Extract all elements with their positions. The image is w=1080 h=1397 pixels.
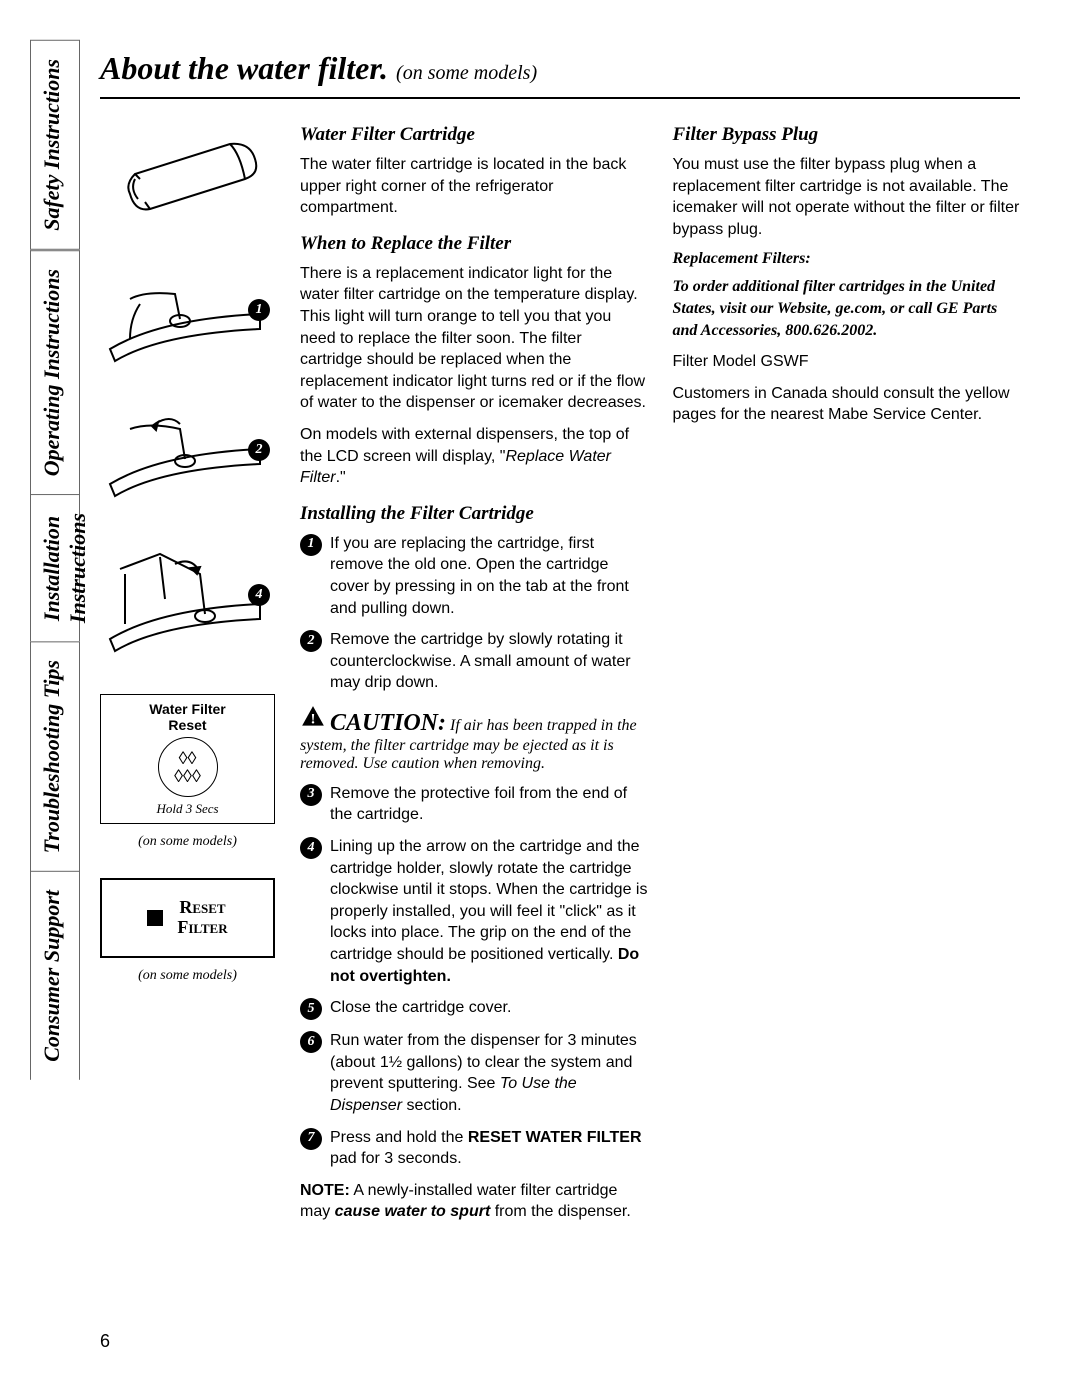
- illust-step4: 4: [100, 539, 275, 664]
- illust-step1: 1: [100, 269, 275, 374]
- p-canada: Customers in Canada should consult the y…: [673, 383, 1021, 426]
- h-replacement: Replacement Filters:: [673, 250, 1021, 268]
- reset-title-l1: Water Filter: [107, 701, 268, 717]
- p-replace-2: On models with external dispensers, the …: [300, 424, 648, 489]
- nd: from the dispenser.: [490, 1203, 631, 1220]
- tab-safety: Safety Instructions: [30, 40, 80, 250]
- title-main: About the water filter.: [100, 50, 388, 86]
- rf-l2: Filter: [177, 918, 227, 938]
- st2: Remove the cartridge by slowly rotating …: [330, 629, 648, 694]
- bubble-2: 2: [248, 439, 270, 461]
- st7: Press and hold the RESET WATER FILTER pa…: [330, 1127, 648, 1170]
- rf-l1: Reset: [177, 898, 227, 918]
- caution-word: CAUTION:: [330, 710, 446, 736]
- square-icon: [147, 910, 163, 926]
- caution-block: ! CAUTION: If air has been trapped in th…: [300, 704, 648, 773]
- illustration-column: 1 2: [100, 124, 275, 1233]
- middle-column: Water Filter Cartridge The water filter …: [300, 124, 648, 1233]
- s7a: Press and hold the: [330, 1129, 468, 1146]
- reset-indicator-box: Water Filter Reset ◊◊◊◊◊ Hold 3 Secs: [100, 694, 275, 824]
- p-cartridge: The water filter cartridge is located in…: [300, 154, 648, 219]
- step-5: 5 Close the cartridge cover.: [300, 997, 648, 1020]
- reset-filter-box: Reset Filter: [100, 878, 275, 958]
- s7b: RESET WATER FILTER: [468, 1129, 642, 1146]
- sn5: 5: [300, 998, 322, 1020]
- page-title: About the water filter. (on some models): [100, 50, 1020, 99]
- right-column: Filter Bypass Plug You must use the filt…: [673, 124, 1021, 1233]
- st3: Remove the protective foil from the end …: [330, 783, 648, 826]
- p-bypass: You must use the filter bypass plug when…: [673, 154, 1021, 240]
- na: NOTE:: [300, 1182, 350, 1199]
- illust-cartridge: [100, 124, 275, 239]
- svg-text:!: !: [310, 710, 315, 727]
- s6c: section.: [402, 1097, 462, 1114]
- side-tabs: Safety Instructions Operating Instructio…: [30, 40, 80, 1080]
- tab-consumer: Consumer Support: [30, 871, 80, 1080]
- warning-triangle-icon: !: [300, 704, 326, 730]
- reset-filter-text: Reset Filter: [177, 898, 227, 938]
- hold-label: Hold 3 Secs: [107, 801, 268, 817]
- step-6: 6 Run water from the dispenser for 3 min…: [300, 1030, 648, 1116]
- step-2: 2 Remove the cartridge by slowly rotatin…: [300, 629, 648, 694]
- tab-install-l1: Installation: [39, 513, 65, 623]
- page-number: 6: [100, 1331, 110, 1352]
- tab-troubleshooting: Troubleshooting Tips: [30, 641, 80, 871]
- sn6: 6: [300, 1031, 322, 1053]
- bubble-1: 1: [248, 299, 270, 321]
- st1: If you are replacing the cartridge, firs…: [330, 533, 648, 619]
- sn3: 3: [300, 784, 322, 806]
- step-4: 4 Lining up the arrow on the cartridge a…: [300, 836, 648, 987]
- models-note-1: (on some models): [100, 834, 275, 850]
- p-model: Filter Model GSWF: [673, 351, 1021, 373]
- tab-installation: Installation Instructions: [30, 494, 80, 641]
- bubble-4: 4: [248, 584, 270, 606]
- tab-operating: Operating Instructions: [30, 250, 80, 494]
- step-3: 3 Remove the protective foil from the en…: [300, 783, 648, 826]
- p-order: To order additional filter cartridges in…: [673, 276, 1021, 341]
- sn1: 1: [300, 534, 322, 556]
- p3c: .": [336, 469, 346, 486]
- h-cartridge: Water Filter Cartridge: [300, 124, 648, 146]
- p-replace-1: There is a replacement indicator light f…: [300, 263, 648, 414]
- s7c: pad for 3 seconds.: [330, 1150, 462, 1167]
- content: 1 2: [100, 124, 1020, 1233]
- title-sub: (on some models): [396, 62, 537, 84]
- nc: cause water to spurt: [335, 1203, 491, 1220]
- note-paragraph: NOTE: A newly-installed water filter car…: [300, 1180, 648, 1223]
- sn7: 7: [300, 1128, 322, 1150]
- illust-step2: 2: [100, 404, 275, 509]
- st6: Run water from the dispenser for 3 minut…: [330, 1030, 648, 1116]
- tab-install-l2: Instructions: [65, 513, 91, 623]
- models-note-2: (on some models): [100, 968, 275, 984]
- st5: Close the cartridge cover.: [330, 997, 648, 1020]
- sn2: 2: [300, 630, 322, 652]
- h-bypass: Filter Bypass Plug: [673, 124, 1021, 146]
- step-1: 1 If you are replacing the cartridge, fi…: [300, 533, 648, 619]
- st4: Lining up the arrow on the cartridge and…: [330, 836, 648, 987]
- cartridge-icon: [100, 124, 275, 234]
- h-replace: When to Replace the Filter: [300, 233, 648, 255]
- step1-icon: [100, 269, 275, 369]
- reset-title-l2: Reset: [107, 717, 268, 733]
- h-install: Installing the Filter Cartridge: [300, 503, 648, 525]
- s4a: Lining up the arrow on the cartridge and…: [330, 838, 647, 963]
- reset-circle-icon: ◊◊◊◊◊: [158, 737, 218, 797]
- step-7: 7 Press and hold the RESET WATER FILTER …: [300, 1127, 648, 1170]
- sn4: 4: [300, 837, 322, 859]
- s6a: Run water from the dispenser for 3 minut…: [330, 1032, 637, 1092]
- text-columns: Water Filter Cartridge The water filter …: [300, 124, 1020, 1233]
